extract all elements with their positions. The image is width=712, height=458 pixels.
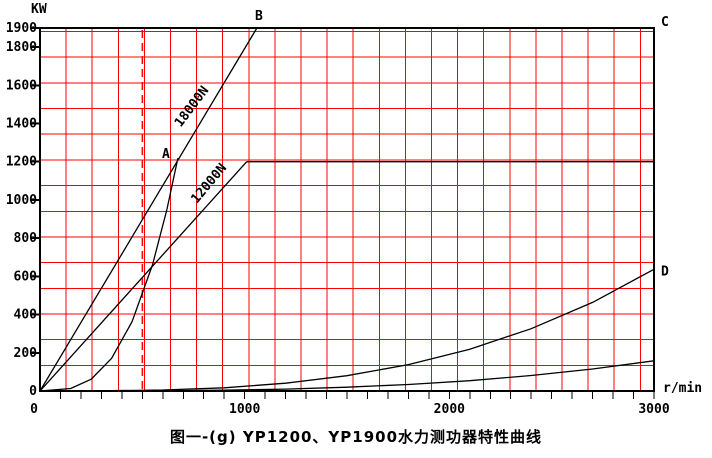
y-tick-label: 800 <box>14 231 38 246</box>
y-tick-label: 1600 <box>6 78 37 93</box>
y-tick-label: 1000 <box>6 193 37 208</box>
point-label-B: B <box>255 9 263 24</box>
point-label-A: A <box>162 147 170 162</box>
y-tick-label: 1200 <box>6 155 37 170</box>
curve-min-water-curve-lower <box>39 360 655 392</box>
point-label-C: C <box>661 15 669 30</box>
x-axis-unit: r/min <box>663 381 702 396</box>
y-tick-label: 1800 <box>6 40 37 55</box>
point-label-D: D <box>661 264 669 279</box>
y-tick-label: 200 <box>14 346 38 361</box>
y-tick-label: 0 <box>29 384 37 399</box>
x-tick-label: 3000 <box>638 402 669 417</box>
x-tick-label: 2000 <box>434 402 465 417</box>
y-tick-label: 400 <box>14 308 38 323</box>
x-tick-label: 1000 <box>229 402 260 417</box>
curve-torque-line-12000N <box>39 161 248 392</box>
y-tick-label: 1400 <box>6 117 37 132</box>
curve-label-12000N: 12000N <box>188 161 230 207</box>
y-axis-unit: KW <box>31 2 47 17</box>
x-ticks <box>59 392 655 399</box>
curve-label-18000N: 18000N <box>172 83 212 130</box>
chart-caption: 图一-(g) YP1200、YP1900水力测功器特性曲线 <box>169 428 543 446</box>
grid <box>40 28 654 391</box>
curve-full-water-curve-to-A <box>39 157 179 392</box>
y-tick-label: 600 <box>14 269 38 284</box>
x-tick-label: 0 <box>30 402 38 417</box>
curve-torque-line-18000N <box>39 27 258 392</box>
y-tick-label: 1900 <box>6 21 37 36</box>
